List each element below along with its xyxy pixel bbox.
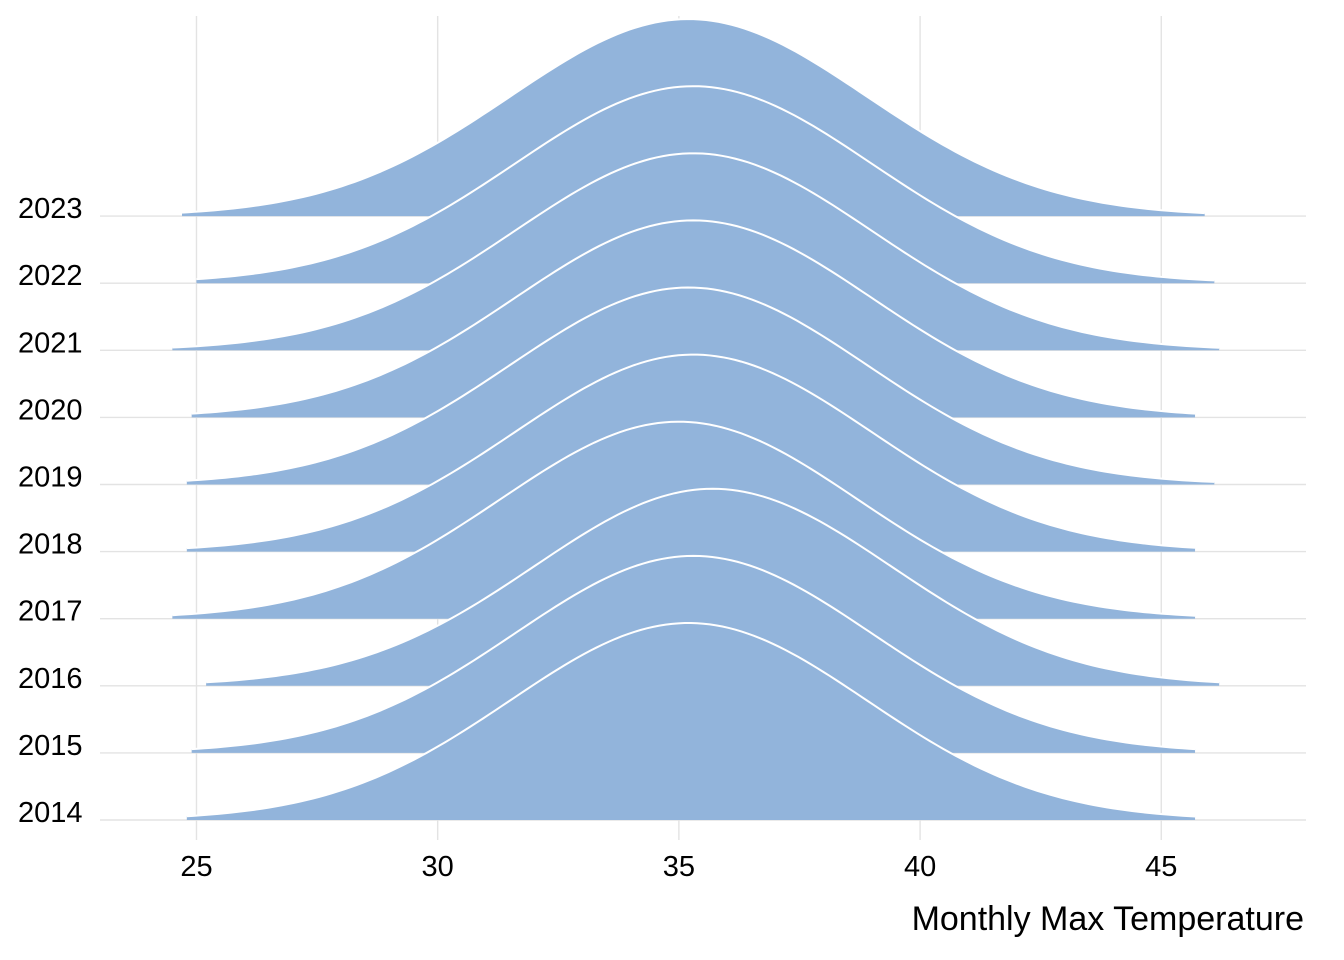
y-tick-label: 2015 xyxy=(18,730,83,762)
density-outline-2017 xyxy=(172,420,1196,617)
x-axis-title: Monthly Max Temperature xyxy=(912,900,1304,938)
y-tick-label: 2019 xyxy=(18,462,83,494)
x-tick-label: 45 xyxy=(1145,851,1177,883)
y-axis-labels: 2014 2015 2016 2017 2018 2019 2020 2021 2022 2023 xyxy=(18,193,83,829)
y-tick-label: 2017 xyxy=(18,596,83,628)
density-outline-2020 xyxy=(191,219,1196,415)
density-ridges xyxy=(172,18,1220,820)
x-tick-label: 35 xyxy=(663,851,695,883)
x-tick-label: 40 xyxy=(904,851,936,883)
density-outline-2014 xyxy=(186,622,1196,818)
density-outline-2019 xyxy=(186,286,1215,483)
x-axis-labels: 25 30 35 40 45 xyxy=(180,851,1177,883)
y-tick-label: 2018 xyxy=(18,529,83,561)
x-tick-label: 30 xyxy=(422,851,454,883)
density-outline-2023 xyxy=(181,18,1205,215)
y-tick-label: 2021 xyxy=(18,327,83,359)
density-outline-2022 xyxy=(196,85,1215,282)
y-tick-label: 2014 xyxy=(18,797,83,829)
y-tick-label: 2016 xyxy=(18,663,83,695)
density-outline-2018 xyxy=(186,353,1196,550)
x-tick-label: 25 xyxy=(180,851,212,883)
y-tick-label: 2023 xyxy=(18,193,83,225)
y-tick-label: 2020 xyxy=(18,394,83,426)
density-ridge-2014 xyxy=(186,623,1196,820)
density-outline-2015 xyxy=(191,554,1196,751)
density-outline-2021 xyxy=(172,152,1220,349)
density-outline-2016 xyxy=(206,487,1220,684)
y-tick-label: 2022 xyxy=(18,260,83,292)
